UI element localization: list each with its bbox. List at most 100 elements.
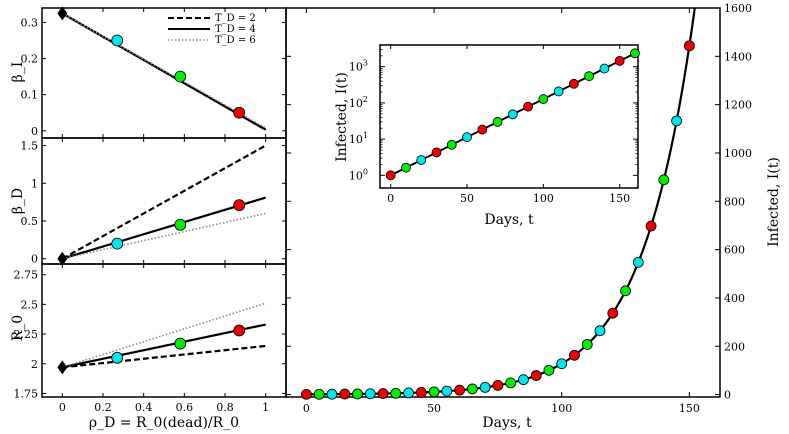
day-marker xyxy=(671,115,682,127)
x-tick-label: 100 xyxy=(551,402,572,415)
y-tick-label: 0.3 xyxy=(21,16,39,29)
x-tick-label: 50 xyxy=(460,192,474,205)
series-line-dashed xyxy=(62,344,266,369)
inset-day-marker xyxy=(584,71,595,82)
day-marker xyxy=(364,388,376,400)
x-tick-label: 50 xyxy=(427,402,441,415)
y-tick-label: 1200 xyxy=(724,99,752,112)
day-marker xyxy=(313,388,325,400)
rho-d-xlabel: ρ_D = R_0(dead)/R_0 xyxy=(89,415,239,431)
day-marker xyxy=(505,377,517,389)
panel-infected-log-inset: 0 50 100 150 100 101 102 103 xyxy=(349,44,640,205)
y-tick-label: 2.75 xyxy=(14,269,39,282)
diamond-marker xyxy=(57,6,68,21)
y-tick-label: 200 xyxy=(724,340,745,353)
circle-marker xyxy=(233,199,246,212)
day-marker xyxy=(492,380,504,391)
inset-day-marker xyxy=(462,132,472,143)
day-marker xyxy=(620,285,631,297)
inset-day-marker xyxy=(431,147,442,158)
x-tick-label: 0 xyxy=(303,402,310,415)
circle-marker xyxy=(111,351,124,364)
series-line-solid xyxy=(62,196,266,260)
y-tick-label: 0.5 xyxy=(21,215,39,228)
legend-label: T_D = 2 xyxy=(215,13,256,24)
panel-r0: 1.75 2 2.25 2.5 2.75 0 0.2 0.4 0.6 0.8 1 xyxy=(14,263,287,414)
series-line-dotted xyxy=(62,302,266,369)
y-tick-label: 100 xyxy=(349,167,368,182)
x-tick-label: 0.8 xyxy=(216,401,234,414)
y-tick-label: 400 xyxy=(724,292,745,305)
y-tick-label: 103 xyxy=(349,59,368,74)
day-marker xyxy=(326,388,338,400)
y-tick-label: 800 xyxy=(724,195,745,208)
day-marker xyxy=(377,388,389,399)
y-tick-label: 0 xyxy=(31,253,38,266)
day-marker xyxy=(352,388,363,400)
y-tick-label: 1.5 xyxy=(21,140,39,153)
inset-day-marker xyxy=(492,117,503,127)
inset-day-marker xyxy=(477,124,488,135)
inset-day-marker xyxy=(416,155,427,165)
series-line-solid xyxy=(62,323,266,369)
day-marker xyxy=(569,349,580,361)
inset-day-marker xyxy=(538,94,549,104)
x-tick-label: 0.2 xyxy=(94,401,112,414)
day-marker xyxy=(479,381,491,393)
y-tick-label: 0 xyxy=(724,389,731,402)
day-marker xyxy=(466,383,478,395)
day-marker xyxy=(403,387,414,399)
y-tick-label: 0.2 xyxy=(21,53,39,66)
x-tick-label: 0 xyxy=(387,192,394,205)
day-marker xyxy=(339,388,351,400)
y-tick-label: 0 xyxy=(31,125,38,138)
main-ylabel: Infected, I(t) xyxy=(766,157,782,247)
day-marker xyxy=(645,220,657,232)
day-marker xyxy=(556,358,568,370)
circle-marker xyxy=(233,324,246,337)
circle-marker xyxy=(233,106,246,119)
day-marker xyxy=(683,40,695,52)
x-tick-label: 0.4 xyxy=(135,401,153,414)
circle-marker xyxy=(174,70,187,83)
inset-day-marker xyxy=(553,86,564,97)
circle-marker xyxy=(111,34,124,47)
day-marker xyxy=(454,384,466,396)
diamond-marker xyxy=(57,360,68,375)
y-tick-label: 101 xyxy=(349,131,368,146)
y-tick-label: 2.5 xyxy=(21,298,39,311)
day-marker xyxy=(658,174,670,186)
inset-day-marker xyxy=(446,139,457,150)
day-marker xyxy=(415,387,427,398)
circle-marker xyxy=(174,218,187,231)
y-tick-label: 1000 xyxy=(724,147,752,160)
panel-beta-d-frame xyxy=(41,137,287,265)
panel-beta-i: 0 0.1 0.2 0.3 T_D = 2T_D = 4T_D = 6 xyxy=(21,6,287,139)
inset-xlabel: Days, t xyxy=(484,212,534,228)
day-marker xyxy=(594,325,606,337)
panel-beta-d: 0 0.5 1 1.5 xyxy=(21,137,287,266)
inset-day-marker xyxy=(507,109,518,120)
panel-infected-frame xyxy=(285,7,721,398)
x-tick-label: 0 xyxy=(59,401,66,414)
circle-marker xyxy=(174,337,187,350)
r0-ylabel: R_0 xyxy=(10,315,26,341)
inset-day-marker xyxy=(523,101,533,112)
panel-r0-frame xyxy=(41,263,287,398)
inset-day-marker xyxy=(599,63,610,74)
day-marker xyxy=(543,364,555,376)
y-tick-label: 0.1 xyxy=(21,89,39,102)
series-line-dotted xyxy=(61,12,267,129)
inset-day-marker xyxy=(401,162,411,173)
x-tick-label: 150 xyxy=(609,192,630,205)
day-marker xyxy=(530,370,542,381)
main-xlabel: Days, t xyxy=(482,415,532,431)
day-marker xyxy=(441,385,453,397)
day-marker xyxy=(632,256,644,268)
y-tick-label: 2.25 xyxy=(14,328,39,341)
day-marker xyxy=(607,307,619,319)
day-marker xyxy=(428,386,440,398)
inset-day-marker xyxy=(630,48,640,59)
y-tick-label: 102 xyxy=(349,95,368,110)
